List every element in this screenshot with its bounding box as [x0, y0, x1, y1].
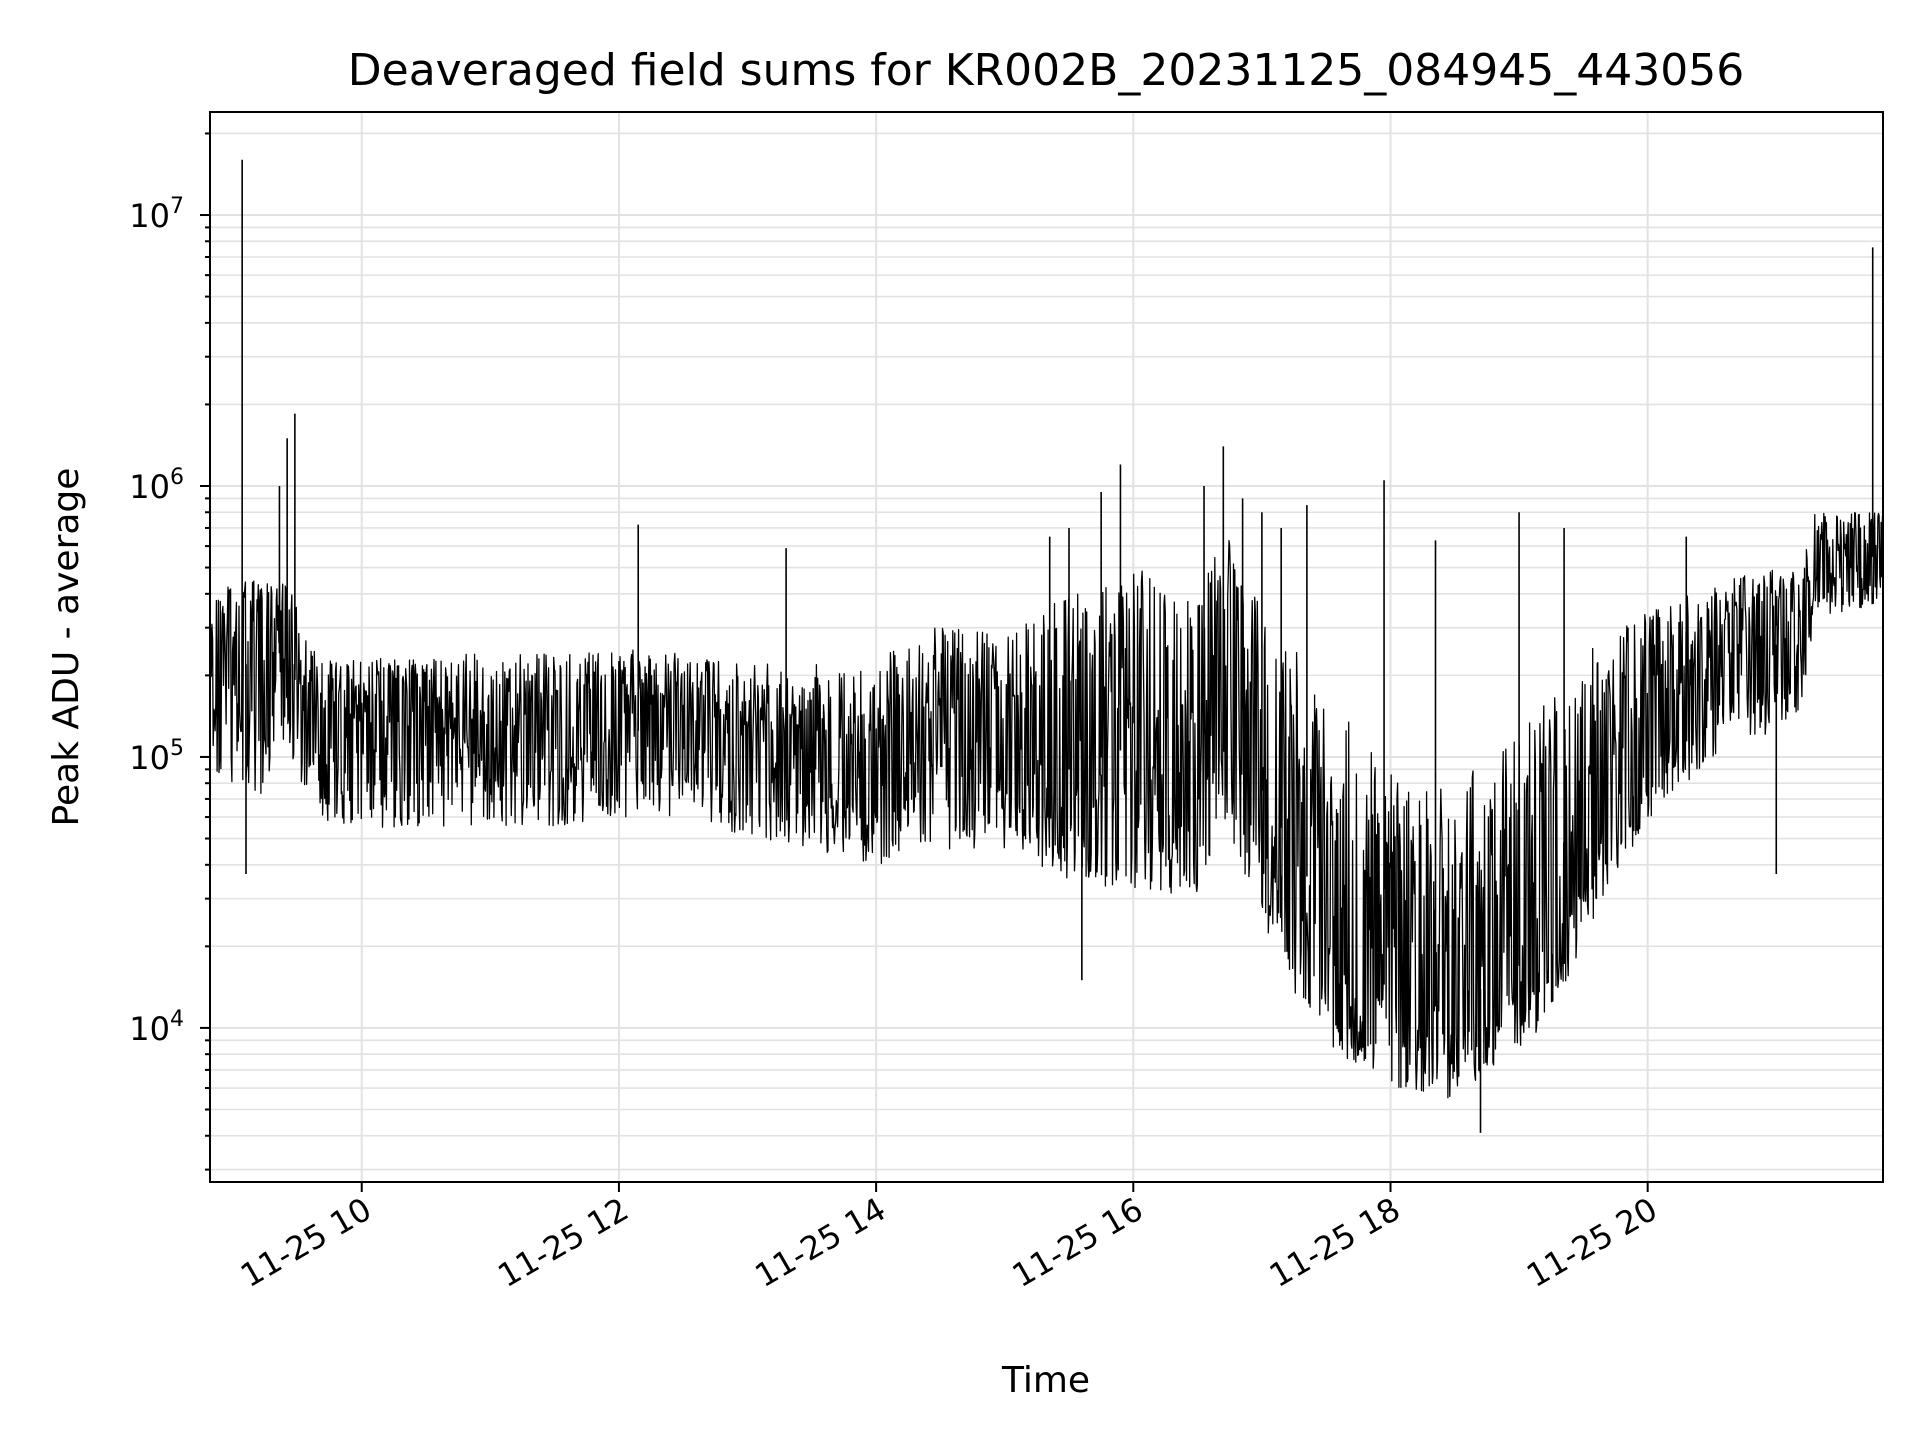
- x-axis-title: Time: [1001, 1360, 1090, 1401]
- data-series: [210, 159, 1883, 1133]
- y-tick-label: 107: [129, 194, 184, 235]
- y-tick-label: 104: [129, 1007, 184, 1048]
- grid: [210, 112, 1883, 1182]
- y-axis-title: Peak ADU - average: [46, 468, 87, 827]
- y-tick-label: 106: [129, 465, 184, 506]
- y-tick-label: 105: [129, 736, 184, 777]
- chart-title: Deaveraged field sums for KR002B_2023112…: [348, 45, 1744, 96]
- plot-frame: [209, 111, 1884, 1183]
- series-line: [210, 512, 1883, 1099]
